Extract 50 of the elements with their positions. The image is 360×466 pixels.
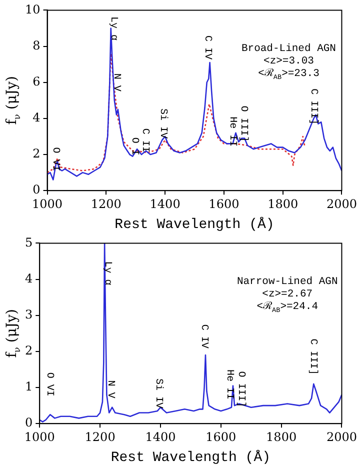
- annotation: He II: [226, 116, 238, 147]
- annotation: C III]: [308, 88, 320, 125]
- y-tick-label: 4: [32, 110, 41, 125]
- x-tick-label: 1200: [90, 196, 122, 211]
- x-tick-label: 1000: [32, 196, 63, 211]
- annotation: C IV: [198, 324, 210, 348]
- x-axis-title: Rest Wavelength (Å): [114, 216, 274, 233]
- y-axis-title: fν (μJy): [4, 309, 24, 358]
- y-tick-label: 2: [24, 344, 33, 358]
- annotation: O VI: [50, 147, 61, 172]
- annotation: O III]: [234, 371, 247, 408]
- annotation: Broad-Lined AGN: [241, 42, 336, 55]
- annotation: O III]: [237, 106, 250, 142]
- annotation: Si IV: [157, 108, 170, 139]
- x-tick-label: 1800: [266, 430, 297, 444]
- y-axis-title: fν (μJy): [4, 76, 24, 125]
- annotation: C II: [139, 128, 150, 152]
- y-tick-label: 1: [24, 380, 33, 394]
- annotation: N V: [110, 73, 122, 92]
- y-tick-label: 2: [32, 146, 40, 161]
- annotation: He II: [223, 369, 234, 400]
- x-tick-label: 1000: [24, 430, 55, 444]
- y-tick-label: 0: [24, 416, 33, 430]
- annotation: Ly α: [101, 261, 112, 286]
- x-tick-label: 1400: [145, 430, 176, 444]
- x-tick-label: 2000: [326, 196, 358, 211]
- x-tick-label: 1800: [268, 196, 298, 211]
- annotation: Si IV: [152, 378, 164, 409]
- annotation: Ly α: [107, 16, 118, 41]
- y-tick-label: 3: [24, 307, 33, 322]
- annotation: N V: [104, 380, 116, 398]
- x-tick-label: 1400: [150, 196, 180, 211]
- x-tick-label: 1200: [84, 430, 116, 444]
- y-tick-label: 4: [24, 271, 33, 286]
- y-tick-label: 6: [32, 74, 40, 88]
- y-tick-label: 5: [24, 235, 33, 250]
- x-axis-title: Rest Wavelength (Å): [110, 449, 271, 466]
- annotation: O I: [128, 137, 140, 156]
- annotation: C IV: [202, 35, 213, 60]
- annotation: Narrow-Lined AGN: [236, 276, 338, 288]
- annotation: <z>=3.03: [264, 55, 314, 68]
- x-tick-label: 2000: [326, 430, 358, 444]
- x-tick-label: 1600: [208, 196, 240, 211]
- annotation: C III]: [306, 338, 319, 375]
- annotation: <z>=2.67: [262, 288, 313, 300]
- x-tick-label: 1600: [206, 430, 236, 444]
- y-tick-label: 8: [32, 38, 40, 52]
- y-tick-label: 10: [24, 2, 40, 16]
- annotation: O VI: [43, 372, 54, 396]
- y-tick-label: 0: [32, 182, 40, 197]
